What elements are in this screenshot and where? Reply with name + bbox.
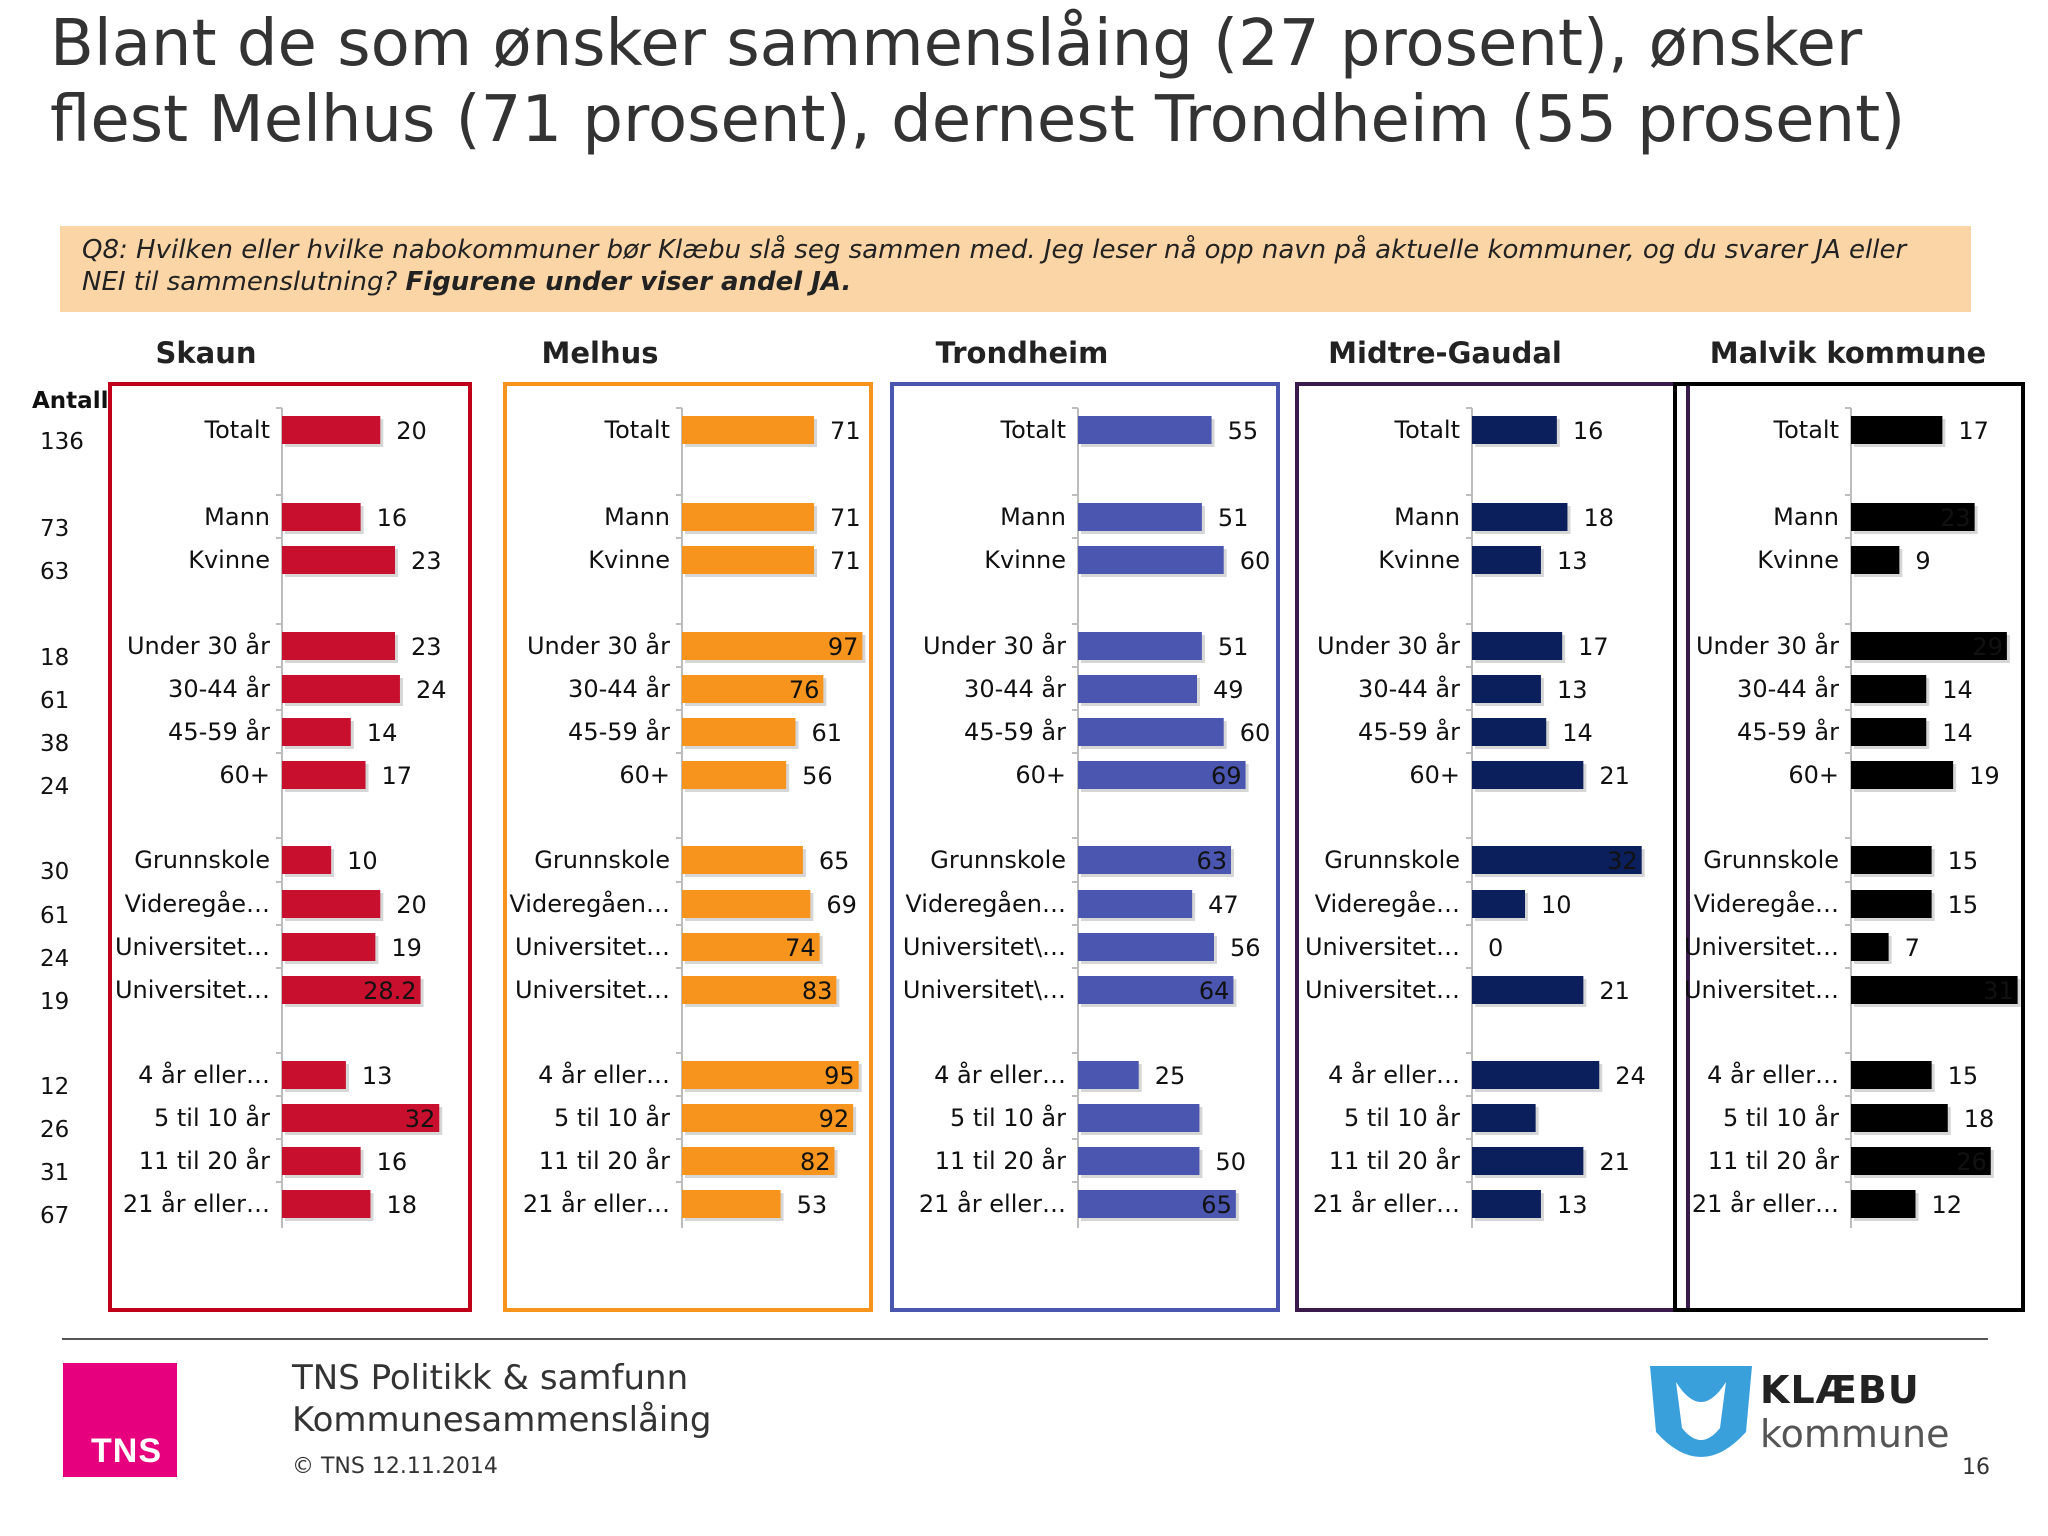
question-text: Q8: Hvilken eller hvilke nabokommuner bø… xyxy=(82,235,1907,297)
panel-title: Malvik kommune xyxy=(1709,336,1987,370)
klaebu-sub: kommune xyxy=(1760,1412,1950,1456)
count-value: 18 xyxy=(40,645,70,671)
count-value: 19 xyxy=(40,989,70,1015)
klaebu-shield-icon xyxy=(1650,1366,1752,1457)
count-value: 61 xyxy=(40,688,70,714)
panel-title: Trondheim xyxy=(935,336,1109,370)
panel-title: Melhus xyxy=(541,336,659,370)
question-box: Q8: Hvilken eller hvilke nabokommuner bø… xyxy=(60,226,1971,312)
klaebu-name: KLÆBU xyxy=(1760,1368,1920,1412)
panel-title: Midtre-Gaudal xyxy=(1328,336,1562,370)
page-number: 16 xyxy=(1962,1455,1990,1480)
footer-copyright: © TNS 12.11.2014 xyxy=(292,1454,498,1479)
count-value: 31 xyxy=(40,1160,70,1186)
count-value: 24 xyxy=(40,946,70,972)
count-value: 73 xyxy=(40,516,70,542)
count-value: 24 xyxy=(40,774,70,800)
count-value: 30 xyxy=(40,859,70,885)
count-value: 63 xyxy=(40,559,70,585)
panel-frame xyxy=(1295,382,1690,1312)
panel-frame xyxy=(108,382,472,1312)
count-value: 67 xyxy=(40,1203,70,1229)
question-emphasis: Figurene under viser andel JA. xyxy=(405,267,852,297)
panel-frame xyxy=(890,382,1280,1312)
count-value: 136 xyxy=(40,429,84,455)
footer-project: Kommunesammenslåing xyxy=(292,1400,712,1440)
antall-label: Antall xyxy=(32,388,109,414)
title-line-2: flest Melhus (71 prosent), dernest Trond… xyxy=(50,83,1906,157)
count-value: 12 xyxy=(40,1074,70,1100)
count-value: 26 xyxy=(40,1117,70,1143)
footer-divider xyxy=(62,1338,1988,1340)
footer-org: TNS Politikk & samfunn xyxy=(292,1358,689,1398)
tns-logo: TNS xyxy=(63,1363,177,1477)
panel-title: Skaun xyxy=(155,336,257,370)
panel-frame xyxy=(503,382,873,1312)
count-value: 61 xyxy=(40,903,70,929)
panel-frame xyxy=(1673,382,2025,1312)
tns-logo-text: TNS xyxy=(91,1432,162,1470)
page-title: Blant de som ønsker sammenslåing (27 pro… xyxy=(50,6,2030,158)
title-line-1: Blant de som ønsker sammenslåing (27 pro… xyxy=(50,7,1863,81)
count-value: 38 xyxy=(40,731,70,757)
